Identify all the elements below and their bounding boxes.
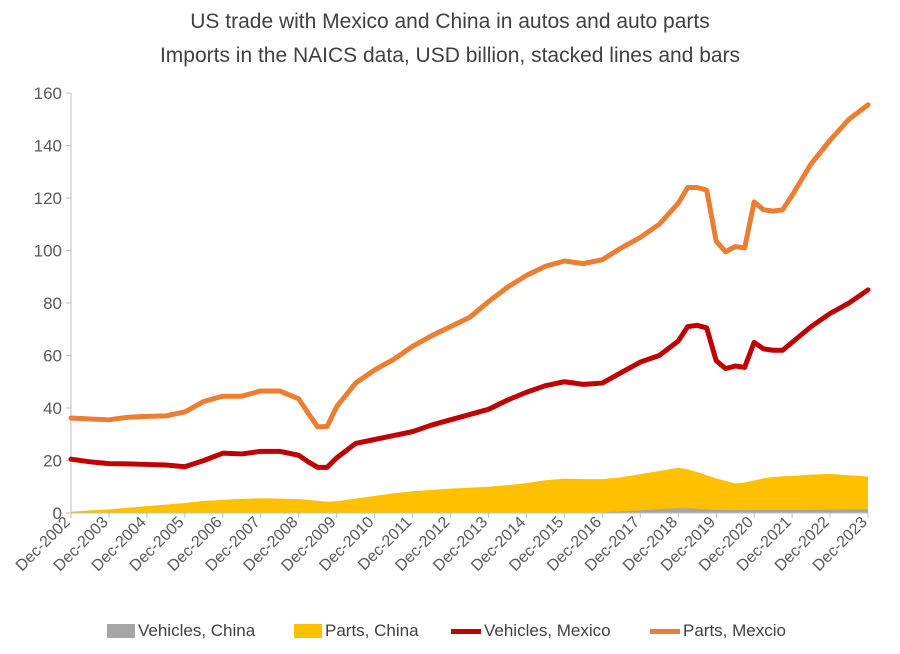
y-tick-label: 40 xyxy=(43,399,62,418)
y-tick-label: 80 xyxy=(43,294,62,313)
y-tick-label: 100 xyxy=(34,242,62,261)
y-tick-label: 60 xyxy=(43,347,62,366)
legend-label-vehicles-mexico: Vehicles, Mexico xyxy=(484,621,611,640)
area-vehicles-china xyxy=(71,508,868,513)
chart-title: US trade with Mexico and China in autos … xyxy=(190,10,710,33)
legend-label-parts-china: Parts, China xyxy=(325,621,419,640)
legend-swatch-vehicles-mexico xyxy=(451,628,481,634)
legend-item-vehicles-mexico: Vehicles, Mexico xyxy=(451,616,611,646)
legend-label-parts-mexico: Parts, Mexcio xyxy=(683,621,786,640)
y-tick-label: 0 xyxy=(53,504,62,523)
legend-swatch-parts-china xyxy=(294,624,322,638)
y-tick-label: 140 xyxy=(34,137,62,156)
y-tick-label: 120 xyxy=(34,189,62,208)
line-parts-mexico xyxy=(68,102,871,430)
legend-item-vehicles-china: Vehicles, China xyxy=(107,616,255,646)
legend-item-parts-mexico: Parts, Mexcio xyxy=(650,616,786,646)
legend: Vehicles, China Parts, China Vehicles, M… xyxy=(0,616,900,646)
legend-swatch-parts-mexico xyxy=(650,628,680,634)
y-tick-label: 20 xyxy=(43,452,62,471)
line-vehicles-mexico xyxy=(68,287,871,470)
chart-subtitle: Imports in the NAICS data, USD billion, … xyxy=(159,44,741,67)
legend-label-vehicles-china: Vehicles, China xyxy=(138,621,256,640)
legend-swatch-vehicles-china xyxy=(107,624,135,638)
y-tick-label: 160 xyxy=(34,84,62,103)
legend-item-parts-china: Parts, China xyxy=(294,616,419,646)
area-parts-china xyxy=(71,467,868,513)
